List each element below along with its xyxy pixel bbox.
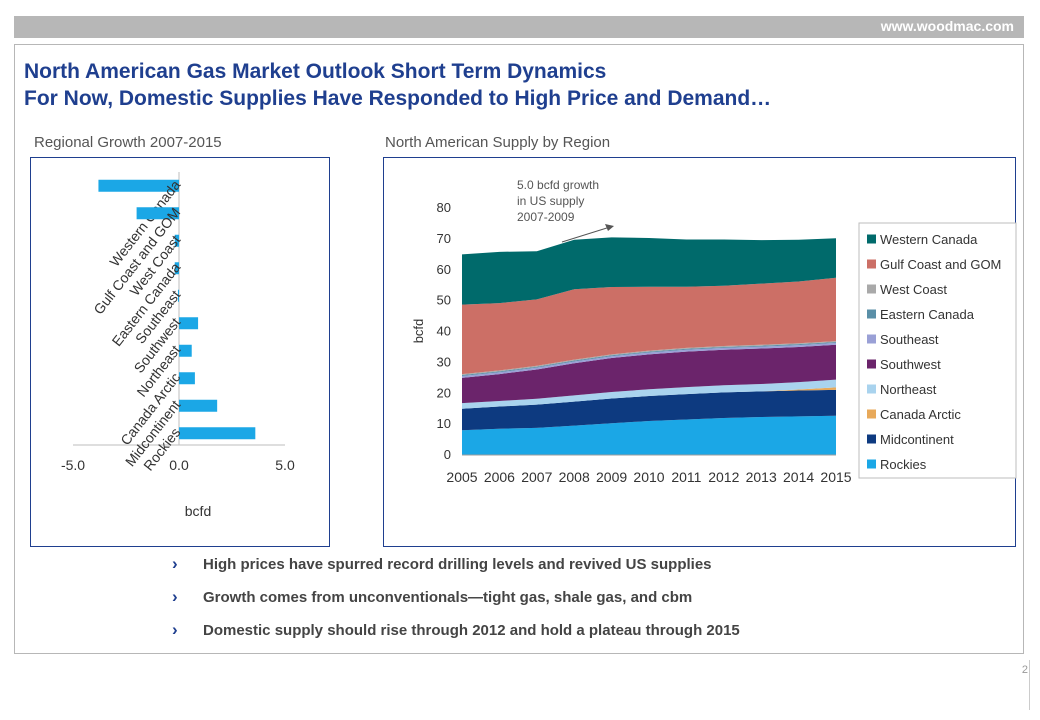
- legend-box: [858, 222, 1017, 479]
- area-southeast: [462, 342, 836, 378]
- legend-swatch: [867, 384, 876, 394]
- y-tick-label: 30: [437, 354, 451, 369]
- x-tick-label: 2011: [671, 469, 701, 485]
- y-tick-label: 20: [437, 385, 451, 400]
- legend-label: Rockies: [880, 457, 927, 472]
- legend-swatch: [867, 409, 876, 419]
- x-tick-label: 2010: [633, 469, 664, 485]
- legend: Western Canada Gulf Coast and GOM West Coa…: [858, 222, 1017, 479]
- bar-midcontinent: [179, 399, 218, 412]
- page-number: 2: [1021, 664, 1028, 676]
- bullet-chevron-icon: ›: [172, 554, 178, 573]
- y-tick-label: 60: [437, 262, 451, 277]
- y-tick-label: 40: [437, 324, 451, 339]
- annotation-arrow-head: [605, 224, 614, 231]
- bar-chart-box: Western Canada Gulf Coast and GOM West Coa…: [30, 157, 330, 547]
- legend-swatch: [867, 259, 876, 269]
- bullet-text: Growth comes from unconventionals—tight …: [203, 589, 693, 606]
- x-tick-label: 0.0: [169, 457, 189, 473]
- legend-swatch: [867, 234, 876, 244]
- annotation-arrow-line: [561, 226, 611, 243]
- legend-label: Gulf Coast and GOM: [880, 257, 1001, 272]
- title-line-2: For Now, Domestic Supplies Have Responde…: [24, 87, 772, 110]
- area-western-canada: [462, 237, 836, 305]
- bullet-chevron-icon: ›: [172, 587, 178, 606]
- area-gulf-coast-and-gom: [462, 277, 836, 375]
- x-tick-label: 5.0: [275, 457, 295, 473]
- legend-label: West Coast: [880, 282, 947, 297]
- x-tick-label: 2015: [820, 469, 851, 485]
- bar-west-coast: [174, 234, 179, 247]
- legend-swatch: [867, 284, 876, 294]
- x-tick-label: 2013: [746, 469, 777, 485]
- area-chart-box: 0 10 20 30 40 50 60 70 80 2005 2006 2007 2008 2009 201…: [383, 157, 1017, 547]
- legend-label: Midcontinent: [880, 432, 954, 447]
- content-frame: [14, 44, 1024, 654]
- y-tick-label: 50: [437, 293, 451, 308]
- x-tick-label: 2008: [559, 469, 590, 485]
- bar-gulf-coast-and-gom: [136, 207, 179, 220]
- x-tick-label: 2006: [484, 469, 515, 485]
- x-tick-label: -5.0: [61, 457, 85, 473]
- bullet-text: Domestic supply should rise through 2012…: [203, 622, 740, 639]
- area-midcontinent: [462, 389, 836, 431]
- y-axis-title: bcfd: [411, 319, 426, 344]
- legend-label: Western Canada: [880, 232, 978, 247]
- legend-swatch: [867, 434, 876, 444]
- page-title: North American Gas Market Outlook Short …: [24, 58, 771, 112]
- annotation-text: in US supply: [517, 194, 584, 208]
- y-tick-label: 0: [444, 447, 451, 462]
- area-chart-title: North American Supply by Region: [385, 134, 611, 151]
- legend-label: Eastern Canada: [880, 307, 975, 322]
- page-divider: [1029, 660, 1030, 710]
- area-rockies: [462, 415, 836, 455]
- y-tick-label: 10: [437, 416, 451, 431]
- bullet-text: High prices have spurred record drilling…: [203, 556, 712, 573]
- annotation-text: 5.0 bcfd growth: [517, 178, 599, 192]
- legend-swatch: [867, 359, 876, 369]
- bar-southeast: [177, 289, 179, 302]
- area-chart: 0 10 20 30 40 50 60 70 80 2005 2006 2007 2008 2009 201…: [411, 178, 1017, 485]
- header-bar: www.woodmac.com: [14, 16, 1024, 38]
- legend-label: Southeast: [880, 332, 939, 347]
- area-southwest: [462, 344, 836, 404]
- annotation-text: 2007-2009: [517, 210, 575, 224]
- x-tick-label: 2009: [596, 469, 627, 485]
- legend-label: Canada Arctic: [880, 407, 961, 422]
- bar-southwest: [179, 317, 199, 330]
- legend-swatch: [867, 459, 876, 469]
- legend-label: Southwest: [880, 357, 941, 372]
- bar-canada-arctic: [179, 372, 195, 385]
- legend-label: Northeast: [880, 382, 937, 397]
- x-tick-label: 2012: [708, 469, 739, 485]
- title-line-1: North American Gas Market Outlook Short …: [24, 60, 607, 83]
- bar-rockies: [179, 427, 256, 440]
- bullet-chevron-icon: ›: [172, 620, 178, 639]
- legend-swatch: [867, 309, 876, 319]
- bar-eastern-canada: [174, 262, 179, 275]
- x-tick-label: 2014: [783, 469, 814, 485]
- bar-northeast: [179, 344, 192, 357]
- y-tick-label: 70: [437, 231, 451, 246]
- x-tick-label: 2005: [446, 469, 477, 485]
- area-northeast: [462, 379, 836, 409]
- y-tick-label: 80: [437, 200, 451, 215]
- bar-western-canada: [98, 179, 179, 192]
- x-axis-title: bcfd: [185, 503, 211, 519]
- x-tick-label: 2007: [521, 469, 552, 485]
- legend-swatch: [867, 334, 876, 344]
- site-url[interactable]: www.woodmac.com: [880, 18, 1014, 34]
- bar-chart-title: Regional Growth 2007-2015: [34, 134, 222, 151]
